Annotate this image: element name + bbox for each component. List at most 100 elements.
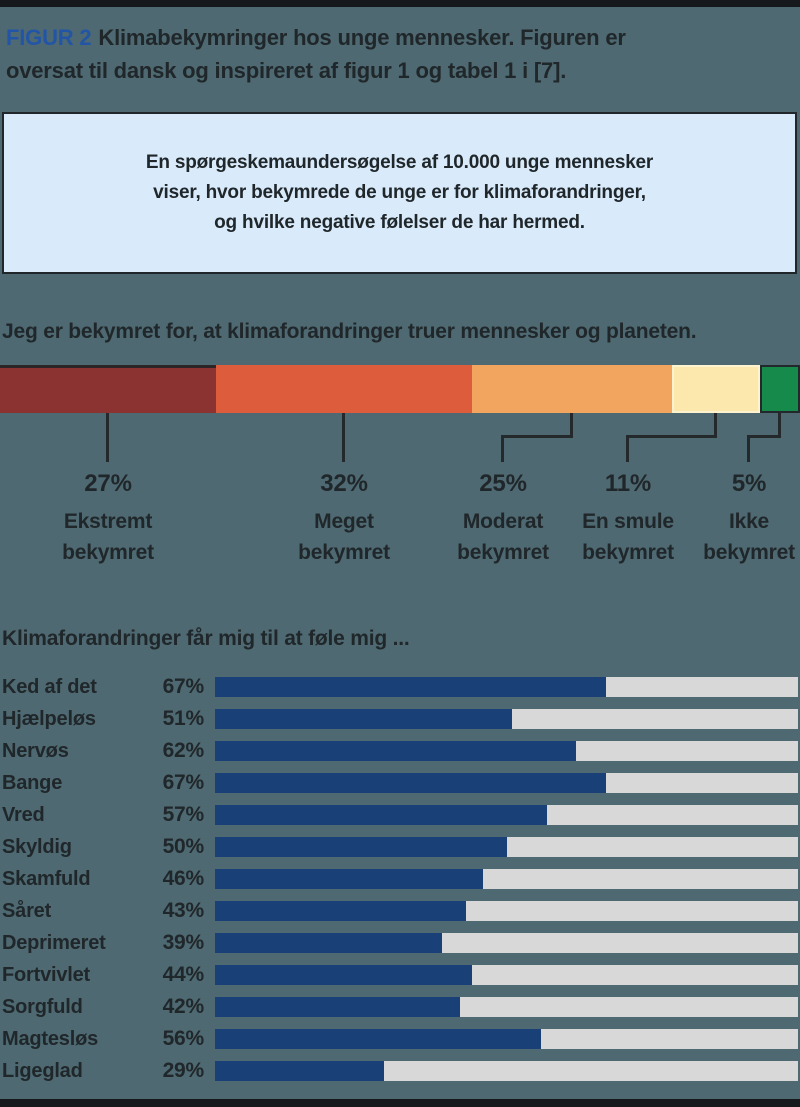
leader-line	[501, 435, 504, 462]
worry-chart-title: Jeg er bekymret for, at klimaforandringe…	[2, 320, 697, 343]
feeling-row: Skamfuld 46%	[2, 863, 798, 895]
feeling-bar-fill	[215, 1061, 385, 1081]
feeling-label: Bange	[2, 771, 63, 794]
feeling-bar-track	[215, 709, 798, 729]
feeling-row: Vred 57%	[2, 799, 798, 831]
segment-label-word: bekymret	[457, 541, 549, 564]
leader-line	[747, 435, 781, 438]
segment-label-word: Moderat	[462, 510, 544, 533]
segment-ekstremt-bekymret	[0, 365, 216, 413]
figure-tag: FIGUR 2	[6, 25, 92, 50]
feeling-value: 57%	[162, 803, 205, 826]
segment-en-smule-bekymret	[672, 365, 760, 413]
figure-title-line2: oversat til dansk og inspireret af figur…	[6, 58, 567, 83]
feeling-value: 43%	[162, 899, 205, 922]
info-box-line: viser, hvor bekymrede de unge er for kli…	[153, 182, 646, 203]
feeling-label: Skyldig	[2, 835, 72, 858]
leader-line	[714, 413, 717, 438]
segment-label-word: bekymret	[703, 541, 795, 564]
segment-label: 25% Moderat bekymret	[457, 471, 549, 568]
feeling-bar-track	[215, 1061, 798, 1081]
feeling-row: Ligeglad 29%	[2, 1055, 798, 1087]
feeling-value: 51%	[162, 707, 205, 730]
feeling-bar-track	[215, 773, 798, 793]
info-box-line: og hvilke negative følelser de har herme…	[214, 212, 585, 233]
segment-moderat-bekymret	[472, 365, 672, 413]
segment-label-word: Meget	[314, 510, 374, 533]
feeling-bar-fill	[215, 677, 606, 697]
feeling-value: 42%	[162, 995, 205, 1018]
feeling-label: Fortvivlet	[2, 963, 91, 986]
feeling-bar-track	[215, 901, 798, 921]
feeling-bar-fill	[215, 837, 507, 857]
segment-label-word: En smule	[582, 510, 674, 533]
segment-ikke-bekymret	[760, 365, 800, 413]
figure-title-line1: FIGUR 2 Klimabekymringer hos unge mennesk…	[6, 21, 796, 54]
figure-title: FIGUR 2 Klimabekymringer hos unge mennesk…	[6, 21, 796, 87]
feeling-bar-fill	[215, 933, 443, 953]
segment-label-word: Ekstremt	[63, 510, 153, 533]
leader-line	[570, 413, 573, 438]
feeling-value: 44%	[162, 963, 205, 986]
leader-line	[342, 413, 345, 462]
feeling-value: 50%	[162, 835, 205, 858]
segment-label-word: bekymret	[298, 541, 390, 564]
segment-label-word: bekymret	[582, 541, 674, 564]
feeling-label: Ligeglad	[2, 1059, 83, 1082]
feeling-value: 67%	[162, 675, 205, 698]
worry-labels: 27% Ekstremt bekymret 32% Meget bekymret 25% Mo…	[0, 471, 800, 571]
leader-line	[778, 413, 781, 438]
worry-stacked-bar	[0, 365, 800, 413]
feeling-label: Vred	[2, 803, 45, 826]
feeling-bar-fill	[215, 773, 606, 793]
feeling-bar-fill	[215, 709, 513, 729]
feeling-bar-track	[215, 1029, 798, 1049]
feeling-bar-fill	[215, 901, 466, 921]
segment-label: 11% En smule bekymret	[582, 471, 674, 568]
feeling-row: Hjælpeløs 51%	[2, 703, 798, 735]
feeling-label: Skamfuld	[2, 867, 91, 890]
feeling-bar-fill	[215, 997, 460, 1017]
feelings-rows: Ked af det 67% Hjælpeløs 51% Nervøs 62% Bange 6…	[2, 671, 798, 1087]
segment-label: 32% Meget bekymret	[298, 471, 390, 568]
feeling-value: 67%	[162, 771, 205, 794]
feeling-bar-track	[215, 965, 798, 985]
segment-label-word: bekymret	[62, 541, 154, 564]
leader-line	[501, 435, 573, 438]
feeling-bar-fill	[215, 741, 577, 761]
feeling-label: Nervøs	[2, 739, 69, 762]
feelings-chart-title: Klimaforandringer får mig til at føle mi…	[2, 627, 410, 650]
feeling-value: 29%	[162, 1059, 205, 1082]
summary-info-box: En spørgeskemaundersøgelse af 10.000 ung…	[2, 112, 797, 274]
feeling-row: Såret 43%	[2, 895, 798, 927]
info-box-line: En spørgeskemaundersøgelse af 10.000 ung…	[145, 152, 654, 173]
leader-line	[626, 435, 717, 438]
feeling-bar-track	[215, 869, 798, 889]
feeling-row: Nervøs 62%	[2, 735, 798, 767]
feeling-label: Deprimeret	[2, 931, 106, 954]
leader-line	[747, 435, 750, 462]
feeling-bar-track	[215, 933, 798, 953]
segment-label: 27% Ekstremt bekymret	[62, 471, 154, 568]
segment-meget-bekymret	[216, 365, 472, 413]
feeling-label: Sorgfuld	[2, 995, 83, 1018]
feeling-bar-track	[215, 997, 798, 1017]
feeling-bar-track	[215, 741, 798, 761]
segment-label-word: Ikke	[728, 510, 770, 533]
feeling-row: Sorgfuld 42%	[2, 991, 798, 1023]
segment-percent: 11%	[604, 470, 652, 497]
feeling-bar-track	[215, 677, 798, 697]
feeling-bar-track	[215, 837, 798, 857]
segment-percent: 25%	[479, 470, 527, 497]
top-divider-bar	[0, 0, 800, 7]
feeling-row: Skyldig 50%	[2, 831, 798, 863]
segment-percent: 32%	[320, 470, 368, 497]
bottom-divider-bar	[0, 1099, 800, 1107]
feeling-label: Hjælpeløs	[2, 707, 96, 730]
feeling-value: 39%	[162, 931, 205, 954]
feeling-value: 46%	[162, 867, 205, 890]
feeling-bar-track	[215, 805, 798, 825]
feeling-value: 56%	[162, 1027, 205, 1050]
leader-line	[106, 413, 109, 462]
